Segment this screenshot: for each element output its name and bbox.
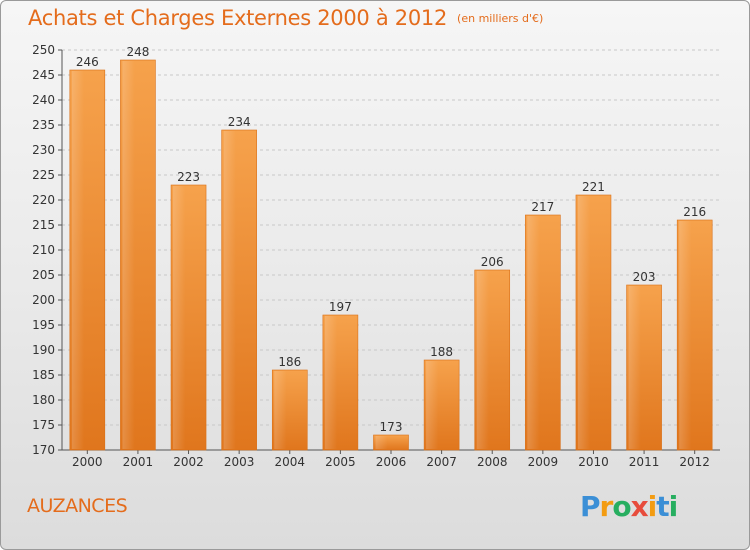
y-tick-label: 215 bbox=[32, 218, 55, 232]
y-tick-label: 195 bbox=[32, 318, 55, 332]
y-tick-label: 250 bbox=[32, 43, 55, 57]
x-tick-label: 2003 bbox=[224, 455, 255, 469]
bar-highlight bbox=[375, 436, 388, 449]
bar-value-label: 173 bbox=[380, 420, 403, 434]
x-tick-label: 2009 bbox=[528, 455, 559, 469]
y-tick-label: 170 bbox=[32, 443, 55, 457]
logo-letter: i bbox=[647, 490, 658, 523]
chart-unit: (en milliers d'€) bbox=[457, 12, 544, 25]
bar-value-label: 248 bbox=[126, 45, 149, 59]
bar-highlight bbox=[324, 316, 338, 449]
x-tick-label: 2008 bbox=[477, 455, 508, 469]
bar-highlight bbox=[476, 271, 489, 449]
x-tick-label: 2000 bbox=[72, 455, 103, 469]
bars bbox=[69, 59, 713, 451]
proxiti-logo: Proxiti bbox=[580, 490, 679, 523]
y-tick-label: 190 bbox=[32, 343, 55, 357]
bar-highlight bbox=[628, 286, 641, 449]
y-tick-label: 210 bbox=[32, 243, 55, 257]
y-tick-label: 205 bbox=[32, 268, 55, 282]
bar-value-label: 197 bbox=[329, 300, 352, 314]
y-tick-label: 225 bbox=[32, 168, 55, 182]
x-tick-label: 2006 bbox=[376, 455, 407, 469]
y-tick-label: 180 bbox=[32, 393, 55, 407]
bar-highlight bbox=[223, 131, 236, 449]
bar-value-label: 203 bbox=[633, 270, 656, 284]
y-tick-label: 220 bbox=[32, 193, 55, 207]
logo-letter: o bbox=[612, 490, 631, 523]
bar-highlight bbox=[274, 371, 287, 449]
logo-letter: x bbox=[630, 490, 649, 523]
x-tick-label: 2002 bbox=[173, 455, 204, 469]
bar-value-label: 246 bbox=[76, 55, 99, 69]
chart-title-text: Achats et Charges Externes 2000 à 2012 bbox=[28, 6, 448, 30]
x-tick-label: 2012 bbox=[679, 455, 710, 469]
bar-value-label: 216 bbox=[683, 205, 706, 219]
x-tick-label: 2011 bbox=[629, 455, 660, 469]
y-tick-label: 185 bbox=[32, 368, 55, 382]
bar-highlight bbox=[577, 196, 591, 449]
bar-value-label: 223 bbox=[177, 170, 200, 184]
bar-highlight bbox=[173, 186, 186, 449]
labels: 170 175 180 185 190 195 200 205 210 215 220 225 230 2… bbox=[32, 43, 710, 469]
bar-highlight bbox=[71, 71, 85, 449]
y-tick-label: 175 bbox=[32, 418, 55, 432]
bar-highlight bbox=[426, 361, 439, 449]
bar-value-label: 234 bbox=[228, 115, 251, 129]
bar-value-label: 188 bbox=[430, 345, 453, 359]
bar-value-label: 221 bbox=[582, 180, 605, 194]
x-tick-label: 2007 bbox=[426, 455, 457, 469]
logo-letter: i bbox=[668, 490, 679, 523]
y-tick-label: 200 bbox=[32, 293, 55, 307]
y-tick-label: 240 bbox=[32, 93, 55, 107]
y-tick-label: 245 bbox=[32, 68, 55, 82]
bar-value-label: 217 bbox=[531, 200, 554, 214]
x-tick-label: 2010 bbox=[578, 455, 609, 469]
bar-highlight bbox=[679, 221, 692, 449]
x-tick-label: 2005 bbox=[325, 455, 356, 469]
x-tick-label: 2001 bbox=[123, 455, 154, 469]
logo-letter: r bbox=[599, 490, 614, 523]
chart-title: Achats et Charges Externes 2000 à 2012 (e… bbox=[28, 6, 543, 30]
bar-value-label: 206 bbox=[481, 255, 504, 269]
axes bbox=[58, 49, 720, 454]
logo-letter: P bbox=[580, 490, 601, 523]
bar-highlight bbox=[527, 216, 540, 449]
grid-lines bbox=[62, 49, 720, 451]
logo-letter: t bbox=[656, 490, 669, 523]
location-label: AUZANCES bbox=[27, 495, 128, 517]
bar-value-label: 186 bbox=[278, 355, 301, 369]
x-tick-label: 2004 bbox=[274, 455, 305, 469]
bar-highlight bbox=[122, 61, 135, 449]
y-tick-label: 230 bbox=[32, 143, 55, 157]
y-tick-label: 235 bbox=[32, 118, 55, 132]
